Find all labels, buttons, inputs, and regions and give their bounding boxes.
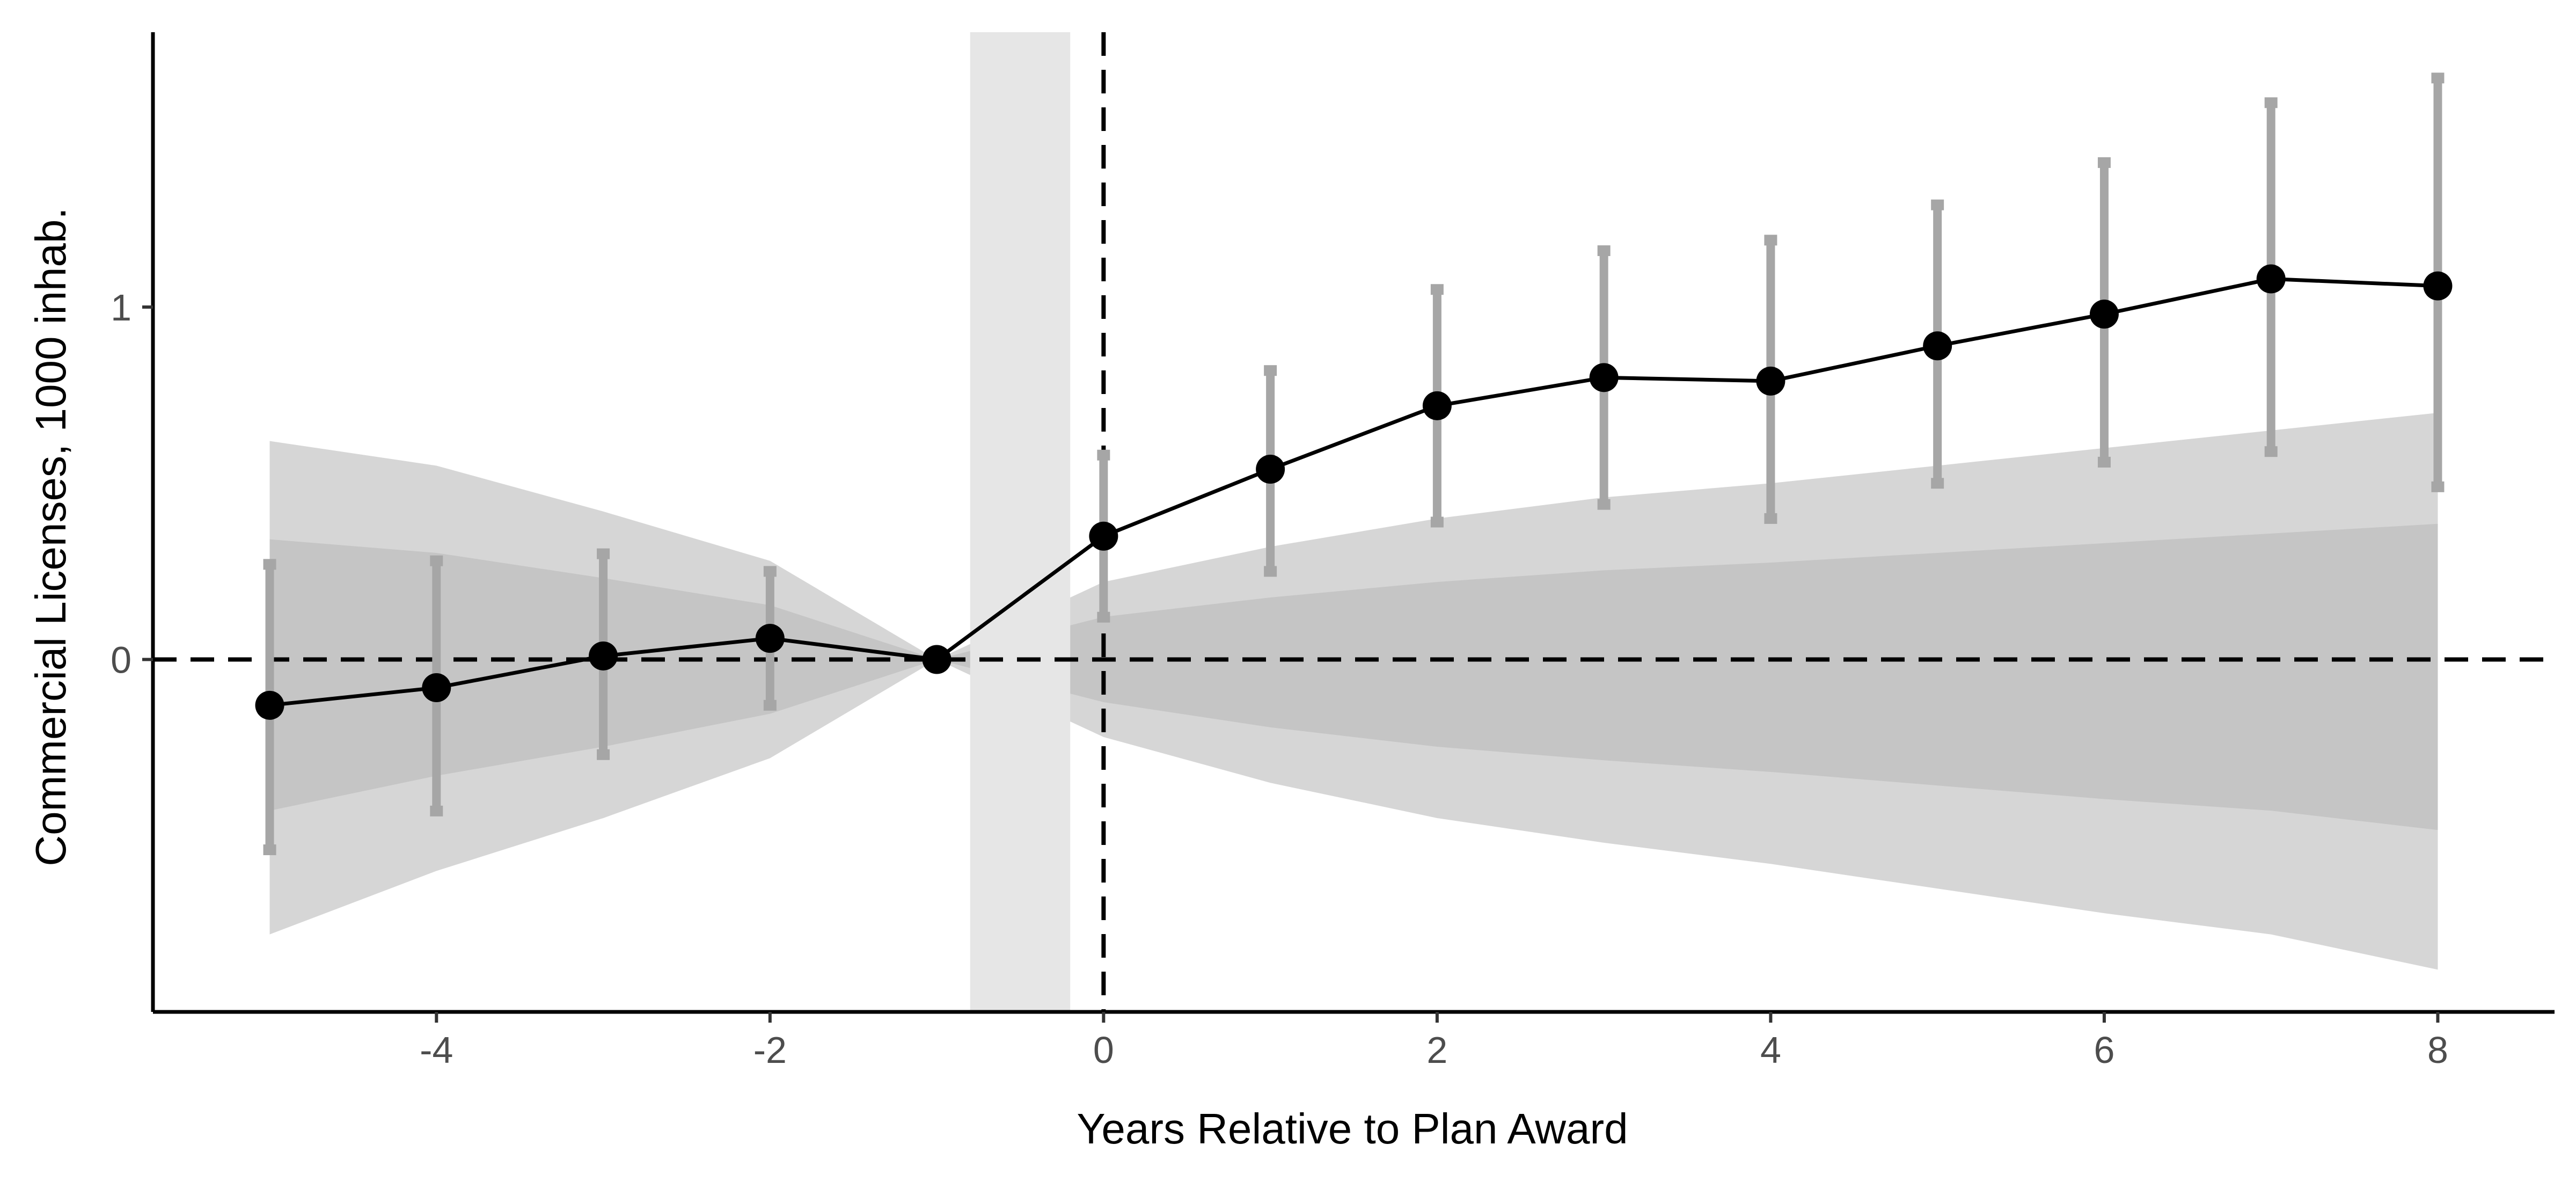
ci-cap-top bbox=[597, 548, 610, 559]
ci-cap-bottom bbox=[1430, 516, 1444, 528]
estimate-point bbox=[1589, 363, 1619, 392]
estimate-point bbox=[1089, 521, 1118, 551]
estimate-point bbox=[2089, 300, 2119, 329]
ci-cap-bottom bbox=[763, 699, 777, 711]
x-tick-label: 4 bbox=[1760, 1029, 1781, 1071]
estimate-point bbox=[1756, 366, 1785, 396]
estimate-point bbox=[422, 673, 451, 703]
ci-cap-bottom bbox=[2264, 446, 2278, 457]
estimate-point bbox=[1422, 391, 1452, 420]
ci-cap-top bbox=[1764, 235, 1777, 246]
x-tick-label: 0 bbox=[1093, 1029, 1114, 1071]
ci-cap-bottom bbox=[1264, 566, 1277, 577]
ci-cap-bottom bbox=[1097, 611, 1110, 623]
ci-cap-top bbox=[1597, 245, 1611, 257]
y-tick-label: 0 bbox=[111, 639, 131, 681]
ci-cap-bottom bbox=[1764, 513, 1777, 524]
y-tick-label: 1 bbox=[111, 287, 131, 329]
ci-cap-top bbox=[2264, 97, 2278, 108]
ci-cap-top bbox=[1430, 284, 1444, 295]
estimate-point bbox=[922, 645, 952, 674]
estimate-point bbox=[2423, 271, 2453, 301]
ci-cap-top bbox=[763, 566, 777, 577]
ci-cap-bottom bbox=[1931, 478, 1944, 489]
x-tick-label: -4 bbox=[420, 1029, 453, 1071]
ci-cap-top bbox=[1931, 199, 1944, 210]
estimate-line bbox=[269, 277, 2438, 708]
ci-cap-bottom bbox=[430, 805, 443, 817]
placebo-core bbox=[269, 523, 2438, 830]
estimate-point bbox=[755, 624, 785, 653]
estimate-points-layer bbox=[255, 264, 2453, 720]
estimate-point bbox=[589, 641, 618, 670]
ci-cap-top bbox=[430, 555, 443, 566]
x-axis-title: Years Relative to Plan Award bbox=[1077, 1105, 1628, 1153]
estimate-point bbox=[1923, 331, 1952, 361]
x-tick-label: -2 bbox=[753, 1029, 787, 1071]
ci-cap-bottom bbox=[2097, 456, 2111, 468]
x-tick-label: 8 bbox=[2427, 1029, 2448, 1071]
tick-labels-layer: -4 -2 0 2 4 6 8 0 1 bbox=[111, 287, 2448, 1071]
pre-award-shaded-layer bbox=[970, 32, 1071, 1012]
estimate-point bbox=[1256, 455, 1285, 484]
ci-cap-bottom bbox=[2431, 481, 2445, 492]
ci-cap-top bbox=[2431, 72, 2445, 84]
ci-cap-bottom bbox=[1597, 499, 1611, 510]
axes-layer bbox=[151, 32, 2555, 1014]
ci-cap-top bbox=[2097, 157, 2111, 168]
y-axis-title: Commercial Licenses, 1000 inhab. bbox=[27, 207, 75, 866]
estimate-line-layer bbox=[269, 277, 2438, 708]
placebo-band-layer bbox=[269, 412, 2438, 970]
shaded-band bbox=[970, 32, 1071, 1012]
ci-cap-bottom bbox=[263, 844, 276, 856]
estimate-point bbox=[2256, 264, 2286, 294]
x-tick-label: 6 bbox=[2094, 1029, 2114, 1071]
ci-cap-top bbox=[263, 559, 276, 570]
ci-cap-top bbox=[1264, 365, 1277, 376]
estimate-point bbox=[255, 690, 284, 720]
ci-cap-top bbox=[1097, 449, 1110, 461]
x-tick-label: 2 bbox=[1426, 1029, 1447, 1071]
ci-cap-bottom bbox=[597, 749, 610, 760]
